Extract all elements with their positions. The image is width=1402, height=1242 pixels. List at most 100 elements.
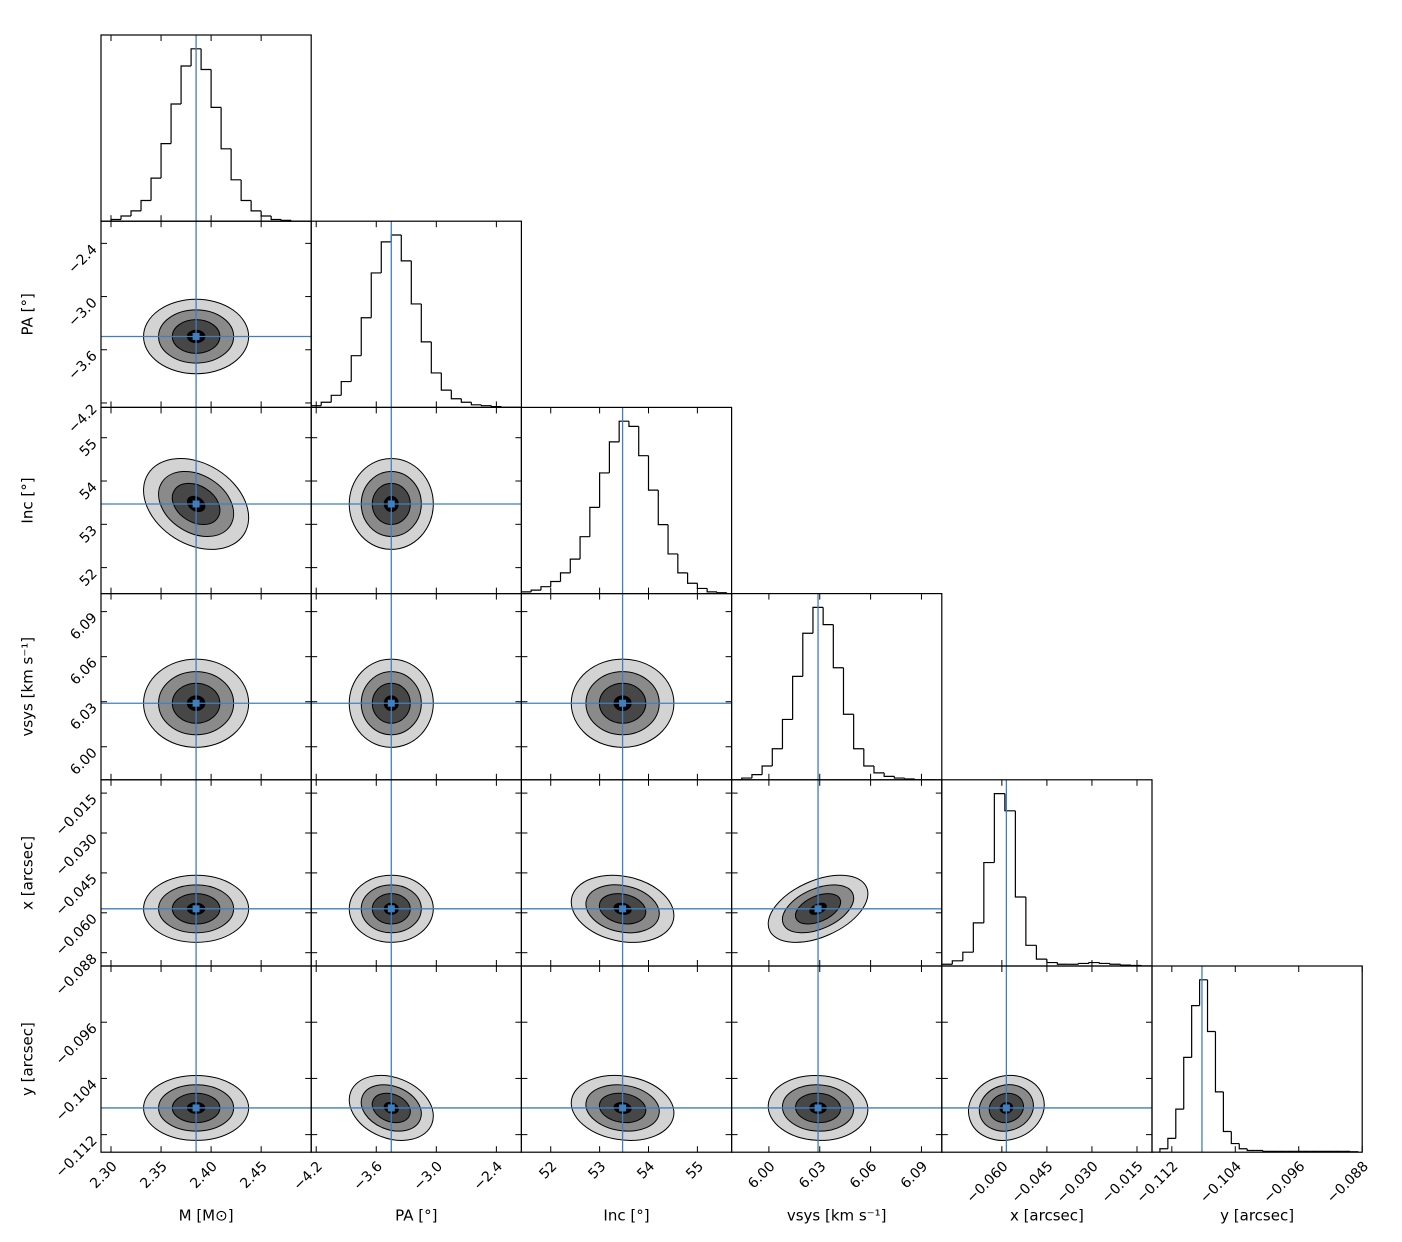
y-tick-label: −2.4 [65,242,100,277]
histogram-bin [370,272,382,318]
histogram-bin [1098,962,1110,965]
histogram-bin [430,341,442,374]
x-tick-label: 6.09 [898,1159,931,1192]
histogram-bin [530,589,541,592]
x-tick-label: −0.030 [1054,1159,1102,1207]
y-tick-label: 55 [77,436,101,460]
histogram-bin [1238,1143,1248,1150]
y-tick-label: −0.030 [53,831,101,879]
histogram-bin [250,200,262,212]
histogram-bin [628,421,639,427]
histogram-bin [1159,1148,1168,1153]
histogram-bin [1198,979,1208,1006]
histogram-bin [1025,897,1037,946]
truth-point [387,905,395,913]
histogram-bin [832,624,844,669]
x-axis-label: PA [°] [395,1207,437,1225]
x-axis-label: y [arcsec] [1220,1207,1294,1225]
histogram-bin [716,591,727,594]
histogram-bin [1077,962,1089,965]
histogram-bin [120,215,132,220]
histogram-bin [360,317,372,356]
panel-frame [100,34,312,222]
histogram-bin [1246,1148,1256,1152]
histogram-bin [240,179,252,202]
histogram-bin [480,404,492,407]
y-tick-label: −0.015 [53,791,101,839]
x-axis-label: vsys [km s⁻¹] [787,1207,887,1225]
x-tick-label: 6.03 [796,1159,829,1192]
truth-point [387,1104,395,1112]
histogram-bin [190,48,202,67]
y-tick-label: −0.060 [53,911,101,959]
y-tick-label: −0.096 [53,1020,101,1068]
y-axis-label: PA [°] [19,293,37,335]
x-tick-label: −0.096 [1260,1158,1308,1206]
histogram-bin [170,103,182,144]
histogram-bin [200,48,212,71]
x-tick-label: −0.104 [1197,1158,1245,1206]
y-tick-label: −3.6 [65,348,100,383]
histogram-bin [1191,1005,1200,1058]
histogram-bin [599,472,610,508]
histogram-bin [696,583,708,590]
truth-point [192,1104,200,1112]
y-axis-label: y [arcsec] [19,1022,37,1096]
histogram-bin [667,524,678,555]
histogram-bin [460,398,472,403]
histogram-bin [1014,810,1026,898]
histogram-bin [951,960,963,965]
histogram-bin [140,199,152,211]
histogram-bin [893,776,905,779]
histogram-bin [706,588,717,593]
y-tick-label: −4.2 [65,401,100,436]
y-tick-label: −3.0 [65,295,100,330]
histogram-bin [822,607,834,626]
histogram-bin [579,536,590,560]
truth-point [814,1104,822,1112]
y-tick-label: 6.09 [67,610,100,643]
x-axis-label: Inc [°] [603,1207,649,1225]
x-tick-label: 6.00 [745,1159,778,1192]
truth-point [619,699,627,707]
x-tick-label: 2.30 [87,1159,120,1192]
histogram-bin [210,69,222,109]
x-tick-label: 55 [683,1159,707,1183]
histogram-bin [608,441,620,473]
histogram-bin [781,718,793,749]
histogram-bin [962,951,974,961]
histogram-bin [130,210,142,217]
x-tick-label: 2.45 [237,1159,270,1192]
truth-point [387,500,395,508]
histogram-bin [812,606,824,634]
x-tick-label: 54 [634,1158,658,1182]
y-axis-label: vsys [km s⁻¹] [19,637,37,737]
histogram-bin [150,177,162,201]
y-axis-label: x [arcsec] [19,836,37,910]
histogram-bin [647,455,659,491]
histogram-bin [1109,963,1121,965]
histogram-bin [521,591,532,594]
histogram-bin [450,390,462,400]
truth-point [192,905,200,913]
histogram-bin [1119,964,1131,966]
histogram-bin [320,401,332,406]
histogram-bin [1167,1137,1176,1149]
truth-point [1002,1104,1010,1112]
histogram-bin [853,714,864,750]
truth-point [192,332,200,340]
panel-frame [310,220,523,408]
histogram-bin [761,765,773,775]
histogram-bin [1056,962,1068,965]
y-tick-label: 6.06 [67,655,100,688]
histogram-bin [1088,961,1100,964]
histogram-bin [550,580,561,587]
x-tick-label: 6.06 [847,1158,880,1191]
x-tick-label: −4.2 [291,1159,326,1194]
histogram-bin [802,632,813,677]
x-tick-label: 2.40 [187,1159,220,1192]
y-axis-label: Inc [°] [19,477,37,523]
histogram-bin [260,210,272,217]
y-tick-label: 54 [77,479,101,503]
